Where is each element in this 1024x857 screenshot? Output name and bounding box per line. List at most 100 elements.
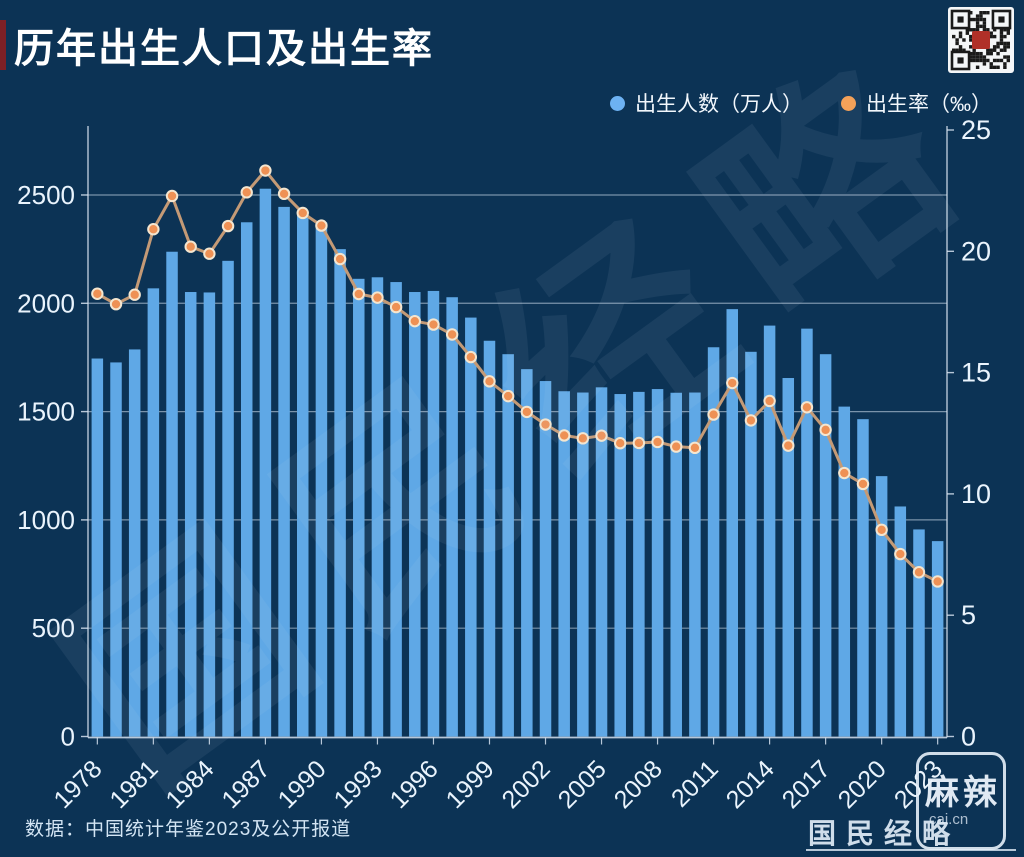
rate-point-2004: [576, 432, 590, 445]
rate-point-1982: [165, 189, 179, 203]
qr-module: [975, 17, 980, 22]
bar-1996: [427, 290, 440, 737]
rate-point-2008: [651, 435, 664, 449]
qr-module: [979, 11, 983, 15]
qr-module: [955, 41, 959, 46]
rate-point-1988: [277, 187, 291, 201]
qr-module: [972, 58, 976, 63]
qr-module: [1006, 41, 1010, 46]
births-series-dot-icon: [610, 95, 625, 111]
bar-2014: [763, 325, 776, 737]
rate-point-1981: [147, 223, 160, 236]
bar-2021: [894, 506, 907, 737]
rate-point-1986: [240, 186, 253, 199]
rate-point-1984: [203, 247, 216, 260]
rate-point-1979: [109, 297, 123, 311]
bar-1983: [184, 292, 197, 737]
qr-module: [982, 11, 987, 15]
qr-module: [999, 41, 1004, 46]
qr-module: [979, 14, 983, 18]
qr-module: [965, 28, 970, 32]
birth-rate-line: [95, 169, 940, 583]
left-axis-label: 500: [32, 613, 75, 643]
bar-1985: [222, 260, 234, 737]
rate-point-1989: [296, 206, 309, 220]
brand-underline: [806, 849, 1016, 851]
bar-1978: [91, 358, 104, 737]
rate-point-2001: [520, 405, 534, 419]
qr-module: [1006, 31, 1010, 35]
qr-module: [958, 45, 963, 49]
rate-point-2017: [819, 423, 832, 437]
rate-point-2010: [688, 441, 702, 455]
bar-1990: [315, 222, 328, 737]
qr-module: [965, 31, 970, 35]
qr-module: [975, 65, 980, 69]
qr-module: [996, 45, 1000, 49]
qr-center-seal: [972, 31, 990, 49]
legend-item-rate: 出生率（‰）: [841, 88, 992, 118]
legend: 出生人数（万人） 出生率（‰）: [610, 88, 992, 118]
rate-point-1985: [221, 219, 235, 233]
qr-finder-center: [957, 57, 964, 64]
rate-point-2007: [632, 436, 646, 450]
qr-module: [1006, 55, 1010, 59]
right-axis-label: 15: [961, 358, 991, 388]
rate-point-1983: [184, 240, 197, 253]
qr-module: [955, 48, 959, 52]
bar-1992: [353, 278, 365, 737]
qr-module: [992, 65, 997, 69]
qr-module: [1003, 65, 1007, 69]
legend-label-births: 出生人数（万人）: [635, 93, 803, 116]
bar-1984: [203, 292, 216, 737]
qr-module: [1003, 48, 1007, 52]
bar-2010: [689, 392, 701, 737]
qr-module: [982, 17, 987, 22]
x-label-1990: 1990: [273, 755, 332, 814]
qr-module: [992, 45, 997, 49]
qr-module: [999, 31, 1004, 35]
bar-2009: [670, 392, 682, 737]
x-label-1993: 1993: [329, 755, 388, 814]
qr-finder-center: [998, 16, 1005, 23]
right-axis-label: 0: [961, 722, 976, 752]
rate-point-1991: [333, 252, 347, 266]
qr-module: [969, 34, 973, 39]
bar-2023: [931, 541, 944, 737]
x-label-2002: 2002: [497, 755, 556, 814]
x-label-2014: 2014: [721, 755, 780, 814]
qr-module: [969, 28, 973, 32]
qr-module: [996, 58, 1000, 63]
brand-logo-subtext: cai.cn: [929, 811, 969, 828]
qr-module: [1006, 45, 1010, 49]
qr-module: [1006, 58, 1010, 63]
qr-module: [986, 28, 990, 32]
rate-point-2022: [912, 566, 926, 579]
qr-module: [992, 48, 997, 52]
x-label-2005: 2005: [553, 755, 612, 814]
qr-module: [992, 58, 997, 63]
bar-2012: [726, 309, 738, 737]
qr-module: [972, 48, 976, 52]
bar-1986: [240, 222, 253, 737]
rate-point-2000: [501, 389, 515, 403]
qr-module: [989, 34, 993, 39]
qr-module: [962, 48, 966, 52]
legend-item-births: 出生人数（万人）: [610, 88, 803, 118]
qr-module: [996, 41, 1000, 46]
rate-point-1998: [464, 350, 478, 364]
qr-module: [982, 28, 987, 32]
qr-module: [979, 51, 983, 56]
qr-module: [992, 28, 997, 32]
rate-point-1997: [445, 328, 459, 341]
qr-module: [969, 58, 973, 63]
bar-2022: [913, 529, 925, 737]
qr-module: [996, 65, 1000, 69]
qr-module: [989, 62, 993, 66]
bar-1999: [483, 340, 496, 737]
qr-module: [999, 48, 1004, 52]
qr-module: [999, 58, 1004, 63]
qr-finder: [991, 9, 1012, 30]
bar-2017: [819, 354, 832, 737]
